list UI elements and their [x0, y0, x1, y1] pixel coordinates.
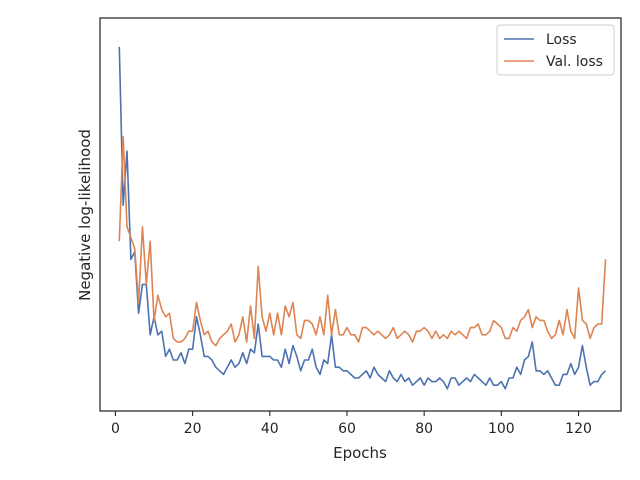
plot-frame [99, 17, 622, 412]
legend-label-val-loss: Val. loss [546, 54, 603, 70]
x-axis-label: Epochs [333, 444, 387, 462]
y-axis-label: Negative log-likelihood [76, 129, 94, 301]
series-line-loss [118, 46, 607, 390]
x-tick-label: 60 [338, 421, 356, 437]
x-tick-label: 20 [184, 421, 202, 437]
series-line-val-loss [118, 136, 607, 347]
x-axis-ticks: 0 20 40 60 80 100 120 [111, 411, 592, 437]
x-tick-label: 100 [488, 421, 515, 437]
plot-lines [118, 46, 607, 390]
x-tick-label: 120 [565, 421, 592, 437]
x-tick-label: 40 [261, 421, 279, 437]
legend-box [496, 24, 615, 76]
legend: Loss Val. loss [496, 24, 615, 76]
x-tick-label: 80 [415, 421, 433, 437]
legend-label-loss: Loss [546, 32, 577, 48]
x-tick-label: 0 [111, 421, 120, 437]
